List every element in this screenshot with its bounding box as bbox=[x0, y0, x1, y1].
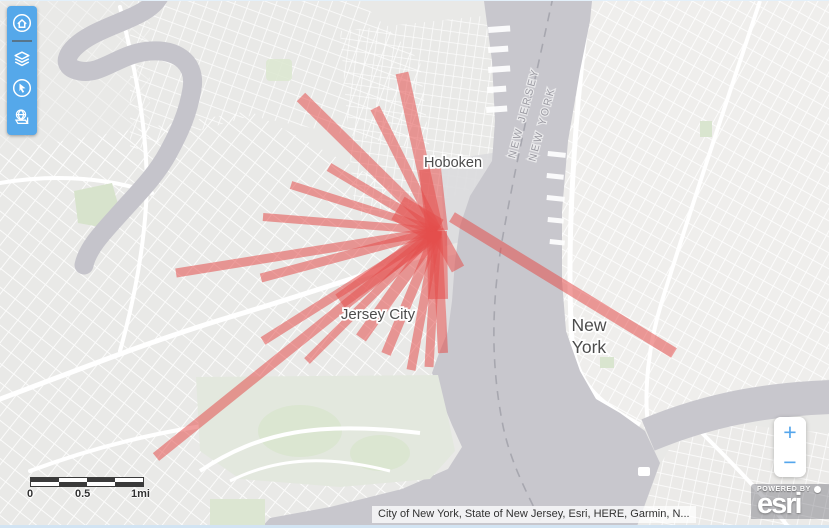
label-new-york-line1: New bbox=[571, 315, 606, 335]
scale-bar: 0 0.5 1mi bbox=[27, 477, 150, 503]
layers-icon bbox=[11, 48, 33, 70]
home-button[interactable] bbox=[9, 10, 35, 36]
desire-line bbox=[391, 196, 444, 243]
basemap-gallery-icon bbox=[11, 106, 33, 128]
app-frame-edge bbox=[0, 525, 829, 528]
desire-line bbox=[259, 226, 439, 283]
desire-line bbox=[430, 227, 465, 273]
manhattan-land bbox=[562, 1, 829, 429]
scale-tick-0: 0 bbox=[27, 488, 34, 500]
select-tool-button[interactable] bbox=[9, 75, 35, 101]
label-hoboken: Hoboken bbox=[424, 155, 482, 171]
zoom-control: + − bbox=[774, 417, 806, 477]
scale-bar-segments bbox=[30, 477, 144, 487]
basemap-gallery-button[interactable] bbox=[9, 104, 35, 130]
esri-globe-dot-icon bbox=[813, 486, 821, 494]
label-new-york-line2: York bbox=[572, 337, 607, 357]
state-boundary-line bbox=[493, 1, 553, 528]
piers bbox=[485, 25, 566, 246]
scale-tick-half: 0.5 bbox=[75, 488, 91, 500]
map-toolbar bbox=[7, 6, 37, 135]
layers-button[interactable] bbox=[9, 46, 35, 72]
east-river-water bbox=[641, 380, 829, 451]
liberty-state-park bbox=[196, 375, 455, 528]
label-jersey-city: Jersey City bbox=[341, 306, 416, 323]
select-tool-icon bbox=[11, 77, 33, 99]
home-icon bbox=[11, 12, 33, 34]
zoom-out-button[interactable]: − bbox=[774, 447, 806, 477]
zoom-in-button[interactable]: + bbox=[774, 417, 806, 447]
desire-line bbox=[449, 212, 677, 358]
hackensack-river bbox=[57, 1, 203, 275]
esri-brand-text: esri bbox=[757, 488, 803, 521]
toolbar-divider bbox=[12, 40, 32, 42]
attribution-text: City of New York, State of New Jersey, E… bbox=[372, 506, 696, 523]
desire-line bbox=[335, 224, 442, 308]
scale-tick-1mi: 1mi bbox=[131, 488, 150, 500]
powered-by-text: POWERED BY bbox=[757, 486, 811, 494]
desire-lines-layer bbox=[152, 71, 677, 461]
esri-logo[interactable]: POWERED BY esri bbox=[751, 484, 829, 519]
